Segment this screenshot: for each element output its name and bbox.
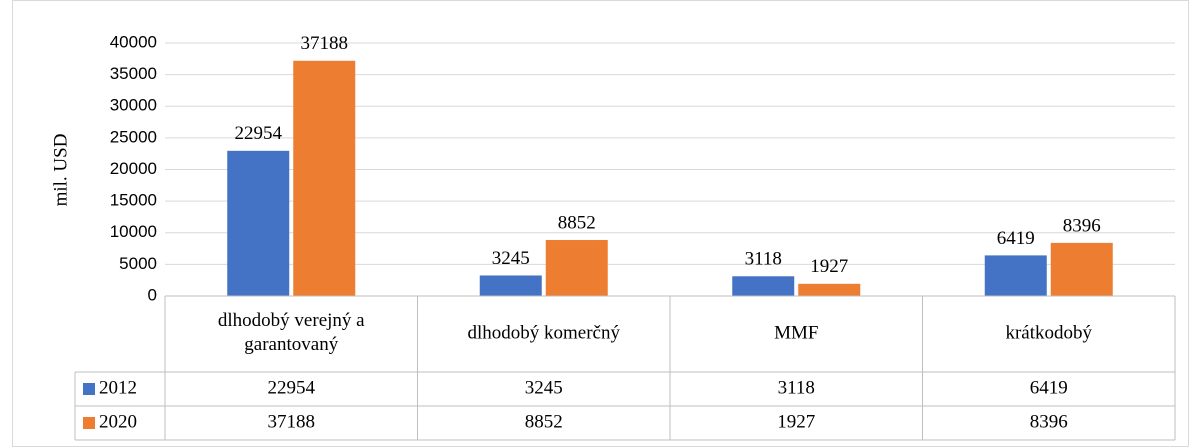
- data-label: 8852: [558, 212, 596, 233]
- legend-label: 2020: [99, 411, 137, 432]
- bar: [479, 275, 542, 296]
- y-tick-label: 5000: [119, 254, 157, 273]
- table-value: 8396: [1030, 411, 1068, 432]
- table-value: 8852: [525, 411, 563, 432]
- x-tick-label: MMF: [774, 322, 818, 343]
- legend-swatch: [83, 417, 95, 429]
- y-tick-label: 10000: [110, 222, 157, 241]
- bar: [1050, 242, 1113, 296]
- data-label: 3245: [492, 248, 530, 269]
- table-value: 37188: [268, 411, 316, 432]
- bar: [293, 60, 356, 296]
- data-label: 3118: [745, 249, 782, 270]
- bar: [798, 283, 861, 296]
- x-tick-label: dlhodobý komerčný: [467, 322, 620, 343]
- y-axis-label: mil. USD: [50, 134, 71, 207]
- table-value: 6419: [1030, 377, 1068, 398]
- bar: [227, 150, 290, 296]
- x-tick-label: krátkodobý: [1005, 322, 1092, 343]
- data-label: 22954: [235, 123, 283, 144]
- bar: [545, 240, 608, 296]
- x-tick-label: dlhodobý verejný a garantovaný: [218, 310, 365, 355]
- y-tick-label: 15000: [110, 191, 157, 210]
- y-tick-label: 40000: [110, 32, 157, 51]
- table-value: 3245: [525, 377, 563, 398]
- y-tick-label: 30000: [110, 96, 157, 115]
- legend-swatch: [83, 383, 95, 395]
- data-label: 37188: [301, 33, 349, 54]
- y-tick-label: 0: [148, 285, 157, 304]
- data-label: 8396: [1063, 215, 1101, 236]
- data-label: 1927: [810, 256, 848, 277]
- table-value: 22954: [268, 377, 316, 398]
- data-label: 6419: [997, 228, 1035, 249]
- chart-border: [12, 0, 1189, 447]
- table-value: 1927: [777, 411, 815, 432]
- bar: [984, 255, 1047, 296]
- y-tick-label: 25000: [110, 127, 157, 146]
- bar: [732, 276, 795, 296]
- y-tick-label: 35000: [110, 64, 157, 83]
- table-value: 3118: [778, 377, 815, 398]
- y-tick-label: 20000: [110, 159, 157, 178]
- legend-label: 2012: [99, 377, 137, 398]
